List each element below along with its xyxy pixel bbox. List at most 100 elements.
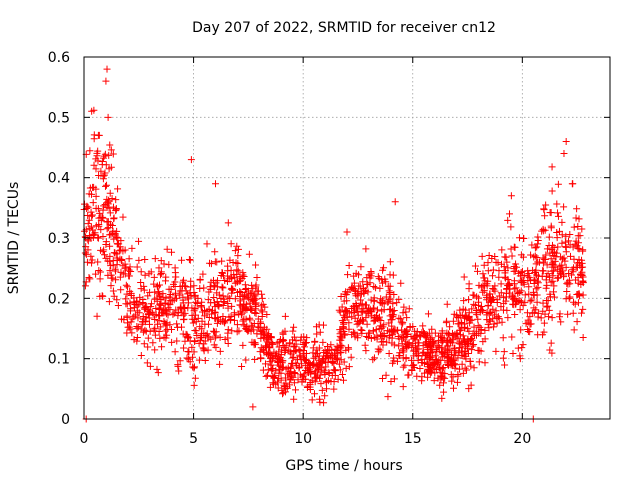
data-point — [187, 277, 195, 285]
data-point — [151, 346, 159, 354]
data-point — [572, 214, 580, 222]
data-point — [476, 323, 484, 331]
data-point — [504, 216, 512, 224]
data-point — [485, 324, 493, 332]
data-point — [533, 253, 541, 261]
data-point — [509, 295, 517, 303]
data-point — [119, 270, 127, 278]
data-point — [279, 390, 287, 398]
data-point — [384, 298, 392, 306]
data-point — [562, 232, 570, 240]
data-point — [524, 316, 532, 324]
data-point — [257, 334, 265, 342]
data-point — [385, 287, 393, 295]
data-point — [200, 340, 208, 348]
data-point — [518, 267, 526, 275]
data-point — [130, 313, 138, 321]
data-point — [184, 334, 192, 342]
data-point — [502, 289, 510, 297]
data-point — [469, 291, 477, 299]
data-point — [100, 246, 108, 254]
data-point — [353, 307, 361, 315]
data-point — [330, 385, 338, 393]
data-point — [446, 323, 454, 331]
data-point — [398, 340, 406, 348]
data-point — [323, 385, 331, 393]
data-point — [465, 327, 473, 335]
data-point — [290, 379, 298, 387]
data-point — [342, 306, 350, 314]
data-point — [370, 297, 378, 305]
data-point — [196, 336, 204, 344]
data-point — [532, 285, 540, 293]
data-point — [504, 314, 512, 322]
data-point — [542, 251, 550, 259]
data-point — [231, 274, 239, 282]
data-point — [367, 268, 375, 276]
data-point — [470, 300, 478, 308]
data-point — [185, 256, 193, 264]
data-point — [176, 357, 184, 365]
data-point — [214, 277, 222, 285]
data-point — [83, 258, 91, 266]
data-point — [90, 231, 98, 239]
data-point — [431, 352, 439, 360]
data-point — [503, 306, 511, 314]
data-point — [560, 150, 568, 158]
data-point — [125, 255, 133, 263]
data-point — [99, 175, 107, 183]
data-point — [418, 373, 426, 381]
data-point — [489, 266, 497, 274]
data-point — [540, 319, 548, 327]
data-point — [235, 277, 243, 285]
data-point — [524, 327, 532, 335]
data-point — [106, 141, 114, 149]
data-point — [279, 330, 287, 338]
data-point — [99, 232, 107, 240]
data-point — [420, 369, 428, 377]
data-point — [211, 328, 219, 336]
data-point — [525, 283, 533, 291]
data-point — [248, 323, 256, 331]
data-point — [490, 285, 498, 293]
data-point — [528, 296, 536, 304]
data-point — [161, 319, 169, 327]
data-point — [521, 291, 529, 299]
data-point — [446, 337, 454, 345]
data-point — [287, 372, 295, 380]
data-point — [547, 255, 555, 263]
data-point — [515, 234, 523, 242]
data-point — [403, 326, 411, 334]
data-point — [190, 364, 198, 372]
data-point — [122, 281, 130, 289]
data-point — [509, 350, 517, 358]
data-point — [313, 323, 321, 331]
data-point — [433, 366, 441, 374]
data-point — [218, 257, 226, 265]
data-point — [548, 349, 556, 357]
data-point — [540, 205, 548, 213]
data-point — [143, 359, 151, 367]
data-point — [145, 320, 153, 328]
data-point — [483, 282, 491, 290]
data-point — [405, 305, 413, 313]
data-point — [467, 362, 475, 370]
data-point — [272, 380, 280, 388]
data-point — [97, 214, 105, 222]
data-point — [239, 305, 247, 313]
data-point — [311, 367, 319, 375]
data-point — [478, 307, 486, 315]
data-point — [139, 299, 147, 307]
data-point — [501, 267, 509, 275]
data-point — [170, 309, 178, 317]
data-point — [327, 341, 335, 349]
data-point — [328, 357, 336, 365]
data-point — [221, 317, 229, 325]
data-point — [174, 312, 182, 320]
data-point — [87, 223, 95, 231]
data-point — [161, 299, 169, 307]
data-point — [474, 315, 482, 323]
data-point — [88, 212, 96, 220]
data-point — [206, 259, 214, 267]
data-point — [159, 293, 167, 301]
